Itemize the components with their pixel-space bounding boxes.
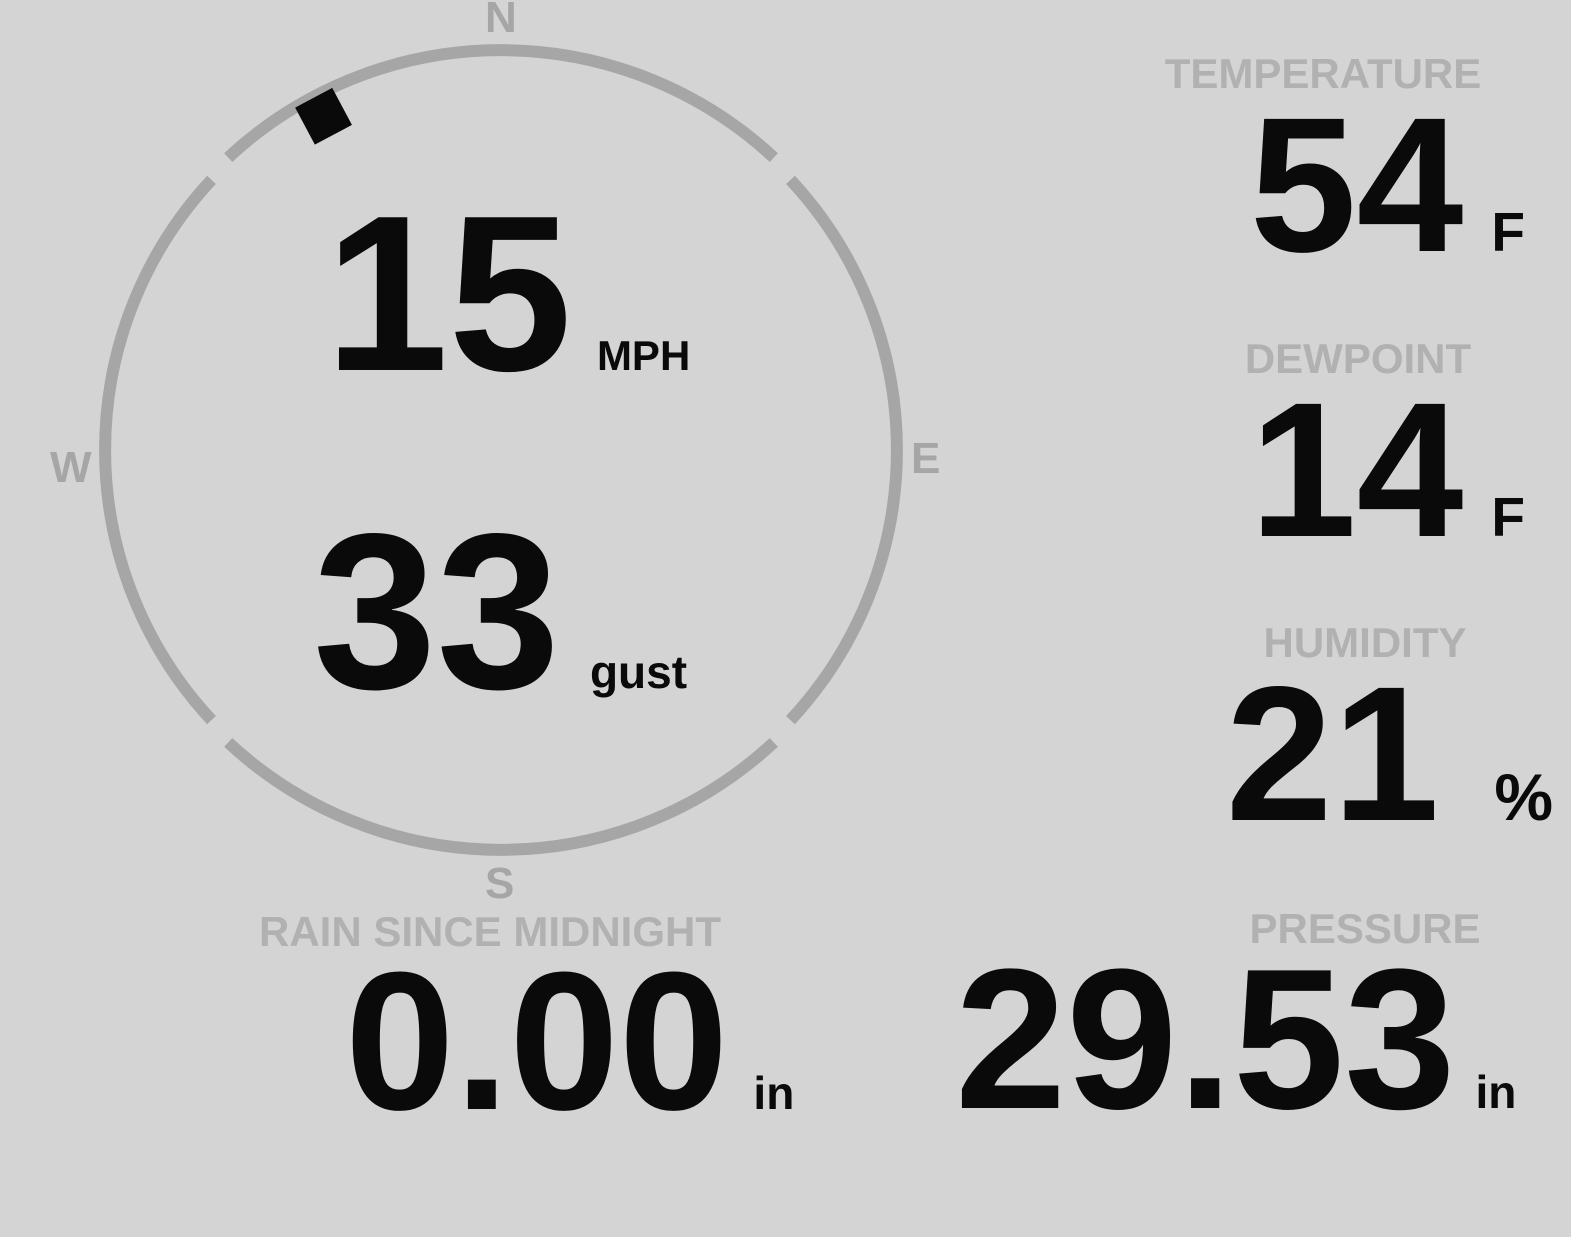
compass-ring-arc-north <box>224 44 778 162</box>
humidity-label: HUMIDITY <box>1263 619 1467 666</box>
compass-label-south: S <box>485 859 515 908</box>
temperature-unit: F <box>1491 201 1525 263</box>
temperature-value-row: 54 F <box>1250 89 1525 281</box>
wind-direction-marker <box>295 87 352 145</box>
pressure-label: PRESSURE <box>1249 905 1481 952</box>
wind-speed-row: 15 MPH <box>325 183 690 405</box>
pressure-value: 29.53 <box>955 928 1456 1151</box>
wind-speed-unit: MPH <box>596 332 691 379</box>
dewpoint-unit: F <box>1491 486 1525 548</box>
rain-label: RAIN SINCE MIDNIGHT <box>259 908 721 955</box>
compass-label-north: N <box>485 0 517 42</box>
dewpoint-value: 14 <box>1249 362 1464 577</box>
pressure-unit: in <box>1475 1066 1517 1118</box>
wind-speed-value: 15 <box>325 170 572 418</box>
temperature-label: TEMPERATURE <box>1164 50 1482 97</box>
rain-value-row: 0.00 in <box>345 943 794 1140</box>
dewpoint-label: DEWPOINT <box>1244 335 1472 382</box>
wind-gust-unit: gust <box>589 646 688 698</box>
humidity-unit: % <box>1494 760 1553 834</box>
wind-gust-row: 33 gust <box>313 501 687 723</box>
humidity-value: 21 <box>1225 646 1440 861</box>
compass-label-west: W <box>50 443 92 492</box>
wind-compass-gauge <box>99 44 903 856</box>
compass-label-east: E <box>911 434 941 483</box>
compass-ring-arc-east <box>786 175 903 725</box>
pressure-value-row: 29.53 in <box>955 940 1516 1140</box>
rain-unit: in <box>753 1067 795 1119</box>
temperature-value: 54 <box>1249 77 1464 292</box>
compass-ring-arc-west <box>99 175 216 725</box>
compass-ring-arc-south <box>224 738 778 856</box>
rain-value: 0.00 <box>345 931 729 1151</box>
dewpoint-value-row: 14 F <box>1250 374 1525 566</box>
wind-gust-value: 33 <box>313 488 560 736</box>
humidity-value-row: 21 % <box>1226 658 1553 850</box>
